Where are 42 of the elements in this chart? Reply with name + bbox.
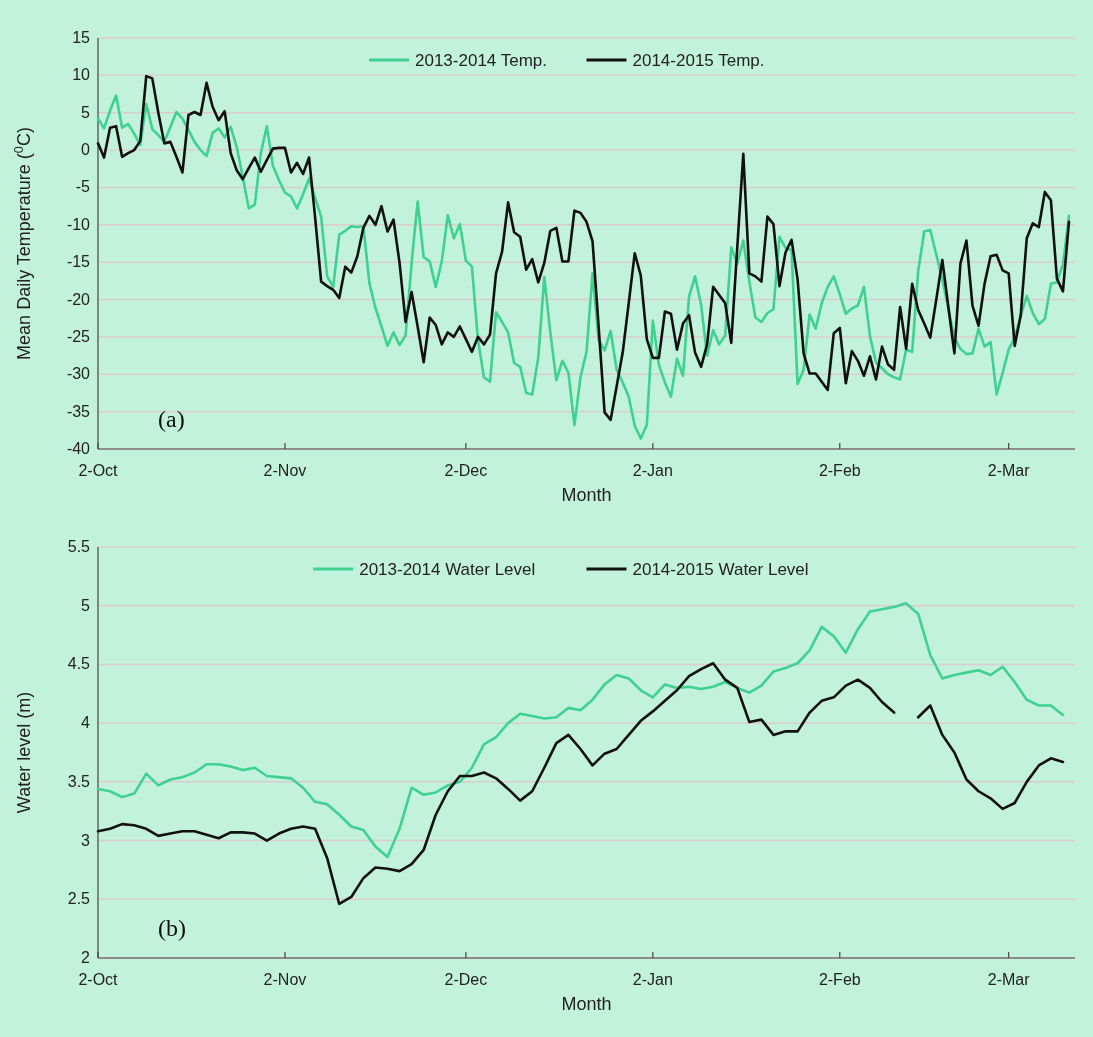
y-tick-label: -5 — [75, 178, 91, 196]
y-tick-label: -10 — [66, 215, 91, 233]
x-tick-label: 2-Jan — [632, 971, 673, 988]
y-tick-label: -25 — [66, 327, 91, 345]
y-tick-label: 5 — [81, 103, 91, 121]
legend-label: 2013-2014 Water Level — [359, 560, 536, 579]
y-tick-label: 2 — [81, 949, 91, 966]
y-tick-label: 5.5 — [67, 538, 91, 555]
annotation: (b) — [158, 915, 186, 941]
x-axis-title: Month — [561, 994, 612, 1014]
x-tick-label: 2-Mar — [987, 971, 1031, 988]
x-tick-label: 2-Oct — [78, 971, 119, 988]
y-tick-label: 4 — [81, 714, 91, 732]
y-tick-label: -20 — [66, 290, 91, 308]
legend-label: 2014-2015 Temp. — [632, 51, 765, 70]
y-tick-label: -30 — [66, 365, 91, 383]
y-tick-label: 15 — [72, 29, 91, 46]
x-tick-label: 2-Feb — [818, 971, 861, 988]
legend-label: 2013-2014 Temp. — [415, 51, 548, 70]
x-tick-label: 2-Mar — [987, 462, 1031, 479]
y-tick-label: 10 — [72, 66, 91, 84]
x-tick-label: 2-Nov — [263, 462, 307, 479]
y-axis-title: Water level (m) — [14, 691, 34, 814]
x-axis-title: Month — [561, 485, 612, 505]
x-tick-label: 2-Oct — [78, 462, 119, 479]
x-tick-label: 2-Dec — [444, 971, 488, 988]
x-tick-label: 2-Dec — [444, 462, 488, 479]
annotation: (a) — [158, 406, 185, 432]
y-tick-label: 3 — [81, 831, 91, 849]
y-tick-label: 5 — [81, 596, 91, 614]
x-tick-label: 2-Feb — [818, 462, 861, 479]
line-series — [96, 602, 1065, 859]
y-tick-label: 0 — [81, 141, 91, 159]
y-tick-label: 2.5 — [67, 890, 91, 908]
y-tick-label: -35 — [66, 402, 91, 420]
y-tick-label: -40 — [66, 440, 91, 457]
x-tick-label: 2-Nov — [263, 971, 307, 988]
y-tick-label: -15 — [66, 253, 91, 271]
y-tick-label: 4.5 — [67, 655, 91, 673]
x-tick-label: 2-Jan — [632, 462, 673, 479]
y-tick-label: 3.5 — [67, 772, 91, 790]
legend-label: 2014-2015 Water Level — [632, 560, 809, 579]
